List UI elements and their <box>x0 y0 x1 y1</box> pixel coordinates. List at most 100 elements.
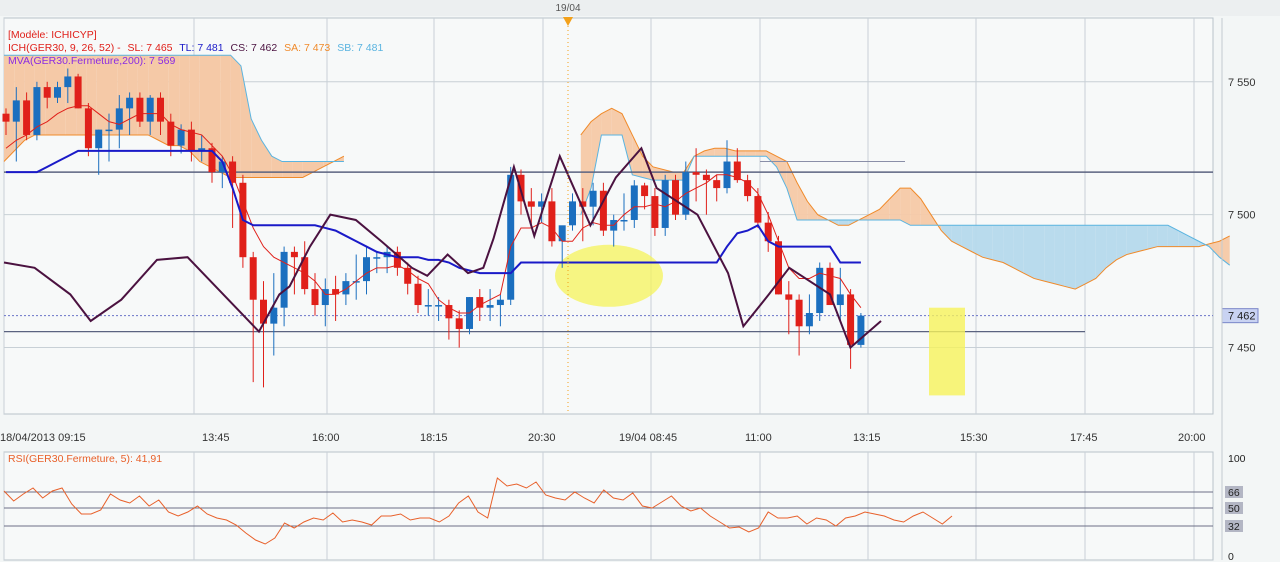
cloud-segment <box>1003 225 1014 268</box>
candle-bull <box>352 281 360 283</box>
x-tick-label: 15:30 <box>960 432 988 444</box>
candle-bear <box>599 190 607 231</box>
x-tick-label: 11:00 <box>745 432 772 444</box>
rsi-level-tag <box>1225 502 1243 514</box>
candle-bear <box>579 201 587 207</box>
rsi-level-label: 32 <box>1228 521 1240 533</box>
cloud-segment <box>1075 225 1086 290</box>
cloud-segment <box>1126 225 1137 255</box>
cloud-segment <box>1013 225 1024 274</box>
candle-bull <box>857 315 865 345</box>
candle-bear <box>157 97 164 122</box>
cloud-segment <box>622 113 633 175</box>
rsi-line <box>3 477 953 545</box>
sl-value: SL: 7 465 <box>127 42 173 54</box>
candle-bull <box>805 313 813 327</box>
cloud-segment <box>632 134 643 178</box>
candle-bear <box>548 201 556 242</box>
rsi-legend: RSI(GER30.Fermeture, 5): 41,91 <box>8 453 163 465</box>
candle-bull <box>146 97 154 122</box>
cloud-segment <box>580 121 592 215</box>
cloud-segment <box>240 65 252 178</box>
candle-bull <box>270 307 278 324</box>
cloud-segment <box>1064 225 1076 290</box>
cloud-segment <box>673 172 684 181</box>
candle-bull <box>836 294 844 306</box>
cloud-segment <box>951 225 962 247</box>
candle-bull <box>95 129 103 149</box>
candle-bull <box>363 257 370 282</box>
candle-bear <box>672 180 679 215</box>
cloud-segment <box>611 108 622 135</box>
candle-bear <box>393 251 401 268</box>
cloud-segment <box>591 113 602 189</box>
span-b-line <box>580 134 1231 266</box>
cloud-segment <box>210 55 221 173</box>
candle-bear <box>290 251 298 258</box>
cloud-segment <box>251 118 262 178</box>
sa-value: SA: 7 473 <box>284 42 331 54</box>
cloud-segment <box>292 161 303 178</box>
x-tick-label: 19/04 08:45 <box>619 432 677 444</box>
candle-bull <box>538 201 546 207</box>
cloud-segment <box>4 55 15 162</box>
rsi-level-label: 0 <box>1228 551 1234 562</box>
candle-bull <box>486 305 494 308</box>
candle-bear <box>713 180 721 189</box>
candle-bear <box>229 161 237 183</box>
rsi-panel <box>3 451 1214 561</box>
candle-bear <box>43 87 51 98</box>
cloud-segment <box>1023 225 1034 279</box>
cloud-segment <box>755 150 767 157</box>
candle-bull <box>177 129 185 146</box>
kijun-line <box>6 149 861 275</box>
candle-bear <box>651 196 659 228</box>
candle-bull <box>496 299 504 306</box>
candle-bear <box>764 222 772 242</box>
candle-bear <box>84 108 92 149</box>
cloud-segment <box>220 55 231 178</box>
candle-bear <box>23 100 31 135</box>
candle-bear <box>795 299 803 327</box>
date-marker-label: 19/04 <box>555 3 580 14</box>
cloud-segment <box>282 161 293 178</box>
cloud-segment <box>1157 225 1168 247</box>
x-tick-label: 18/04/2013 09:15 <box>0 432 86 444</box>
candle-bear <box>527 201 535 207</box>
cloud-segment <box>1095 225 1107 279</box>
candle-bull <box>816 267 824 314</box>
cloud-segment <box>601 108 612 135</box>
cloud-segment <box>972 225 983 258</box>
tenkan-line <box>5 105 862 314</box>
cloud-segment <box>1147 225 1158 250</box>
cloud-segment <box>261 140 272 178</box>
candle-bear <box>414 283 422 306</box>
candle-bear <box>455 318 463 329</box>
top-bar <box>0 0 1280 16</box>
chart-legend: [Modèle: ICHICYP] ICH(GER30, 9, 26, 52) … <box>8 29 387 68</box>
candle-bull <box>630 185 638 220</box>
candle-bear <box>733 161 741 181</box>
candle-bull <box>218 161 226 173</box>
x-tick-label: 20:00 <box>1178 432 1206 444</box>
candle-bear <box>74 76 82 109</box>
cloud-segment <box>910 188 921 226</box>
candle-bear <box>167 121 175 146</box>
candle-bear <box>775 241 782 295</box>
candle-bull <box>64 76 72 88</box>
cloud-segment <box>65 55 77 135</box>
ichimoku-label: ICH(GER30, 9, 26, 52) - <box>8 42 121 54</box>
highlight-box <box>929 307 965 396</box>
candle-bear <box>476 297 484 308</box>
y-tick-label: 7 500 <box>1228 210 1256 222</box>
candle-bear <box>692 172 700 175</box>
candle-bull <box>661 180 669 228</box>
cloud-segment <box>1034 225 1045 282</box>
candle-bull <box>373 257 381 259</box>
candle-bear <box>847 294 855 345</box>
candle-bull <box>54 87 61 98</box>
candle-bear <box>754 196 762 223</box>
candle-bear <box>136 97 144 122</box>
candle-bull <box>435 305 443 307</box>
